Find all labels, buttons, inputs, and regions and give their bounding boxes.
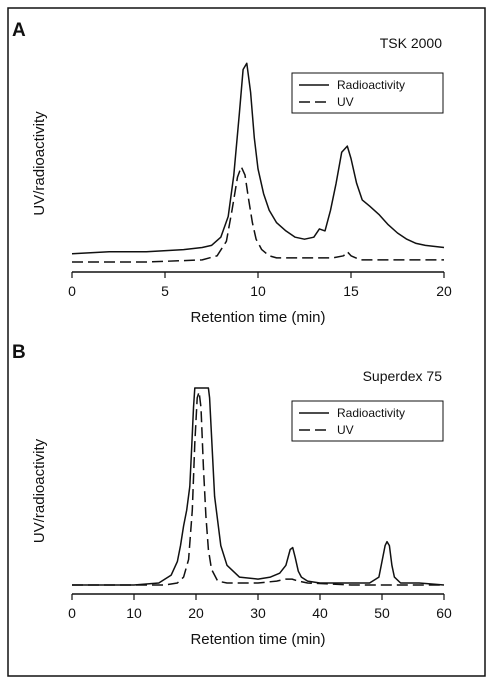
panel-b: B Superdex 75 0 10 20 30 40 50 60 Retention time … xyxy=(12,342,452,648)
legend-label: UV xyxy=(337,423,354,437)
figure-frame xyxy=(7,7,486,677)
legend-box xyxy=(291,400,444,442)
x-tick-label: 0 xyxy=(68,605,76,621)
x-axis-title: Retention time (min) xyxy=(190,309,325,326)
x-tick-label: 20 xyxy=(188,605,204,621)
legend-box xyxy=(291,72,444,114)
panel-letter: B xyxy=(12,342,26,363)
x-tick-label: 5 xyxy=(161,283,169,299)
y-axis-title: UV/radioactivity xyxy=(31,438,48,543)
legend: Radioactivity UV xyxy=(291,72,444,114)
x-tick-label: 60 xyxy=(436,605,452,621)
x-tick-label: 10 xyxy=(126,605,142,621)
x-tick-label: 30 xyxy=(250,605,266,621)
x-tick-label: 10 xyxy=(250,283,266,299)
series-line-radioactivity xyxy=(72,387,445,586)
chart-title: Superdex 75 xyxy=(363,368,443,384)
x-tick-label: 15 xyxy=(343,283,359,299)
series-line-radioactivity xyxy=(71,62,445,255)
x-axis-ticks: 0 10 20 30 40 50 60 xyxy=(68,594,452,621)
legend: Radioactivity UV xyxy=(291,400,444,442)
series-line-uv xyxy=(72,166,444,263)
panel-letter: A xyxy=(12,20,26,41)
chart-title: TSK 2000 xyxy=(380,35,442,51)
series-line-uv xyxy=(72,391,444,586)
legend-label: Radioactivity xyxy=(337,406,405,420)
legend-label: UV xyxy=(337,95,354,109)
x-tick-label: 50 xyxy=(374,605,390,621)
x-axis-ticks: 0 5 10 15 20 xyxy=(68,272,452,299)
y-axis-title: UV/radioactivity xyxy=(31,111,48,216)
legend-label: Radioactivity xyxy=(337,78,405,92)
x-tick-label: 20 xyxy=(436,283,452,299)
panel-a: A TSK 2000 0 5 10 15 20 Retention time (min) UV/… xyxy=(12,20,452,326)
x-axis-title: Retention time (min) xyxy=(190,631,325,648)
x-tick-label: 0 xyxy=(68,283,76,299)
x-tick-label: 40 xyxy=(312,605,328,621)
